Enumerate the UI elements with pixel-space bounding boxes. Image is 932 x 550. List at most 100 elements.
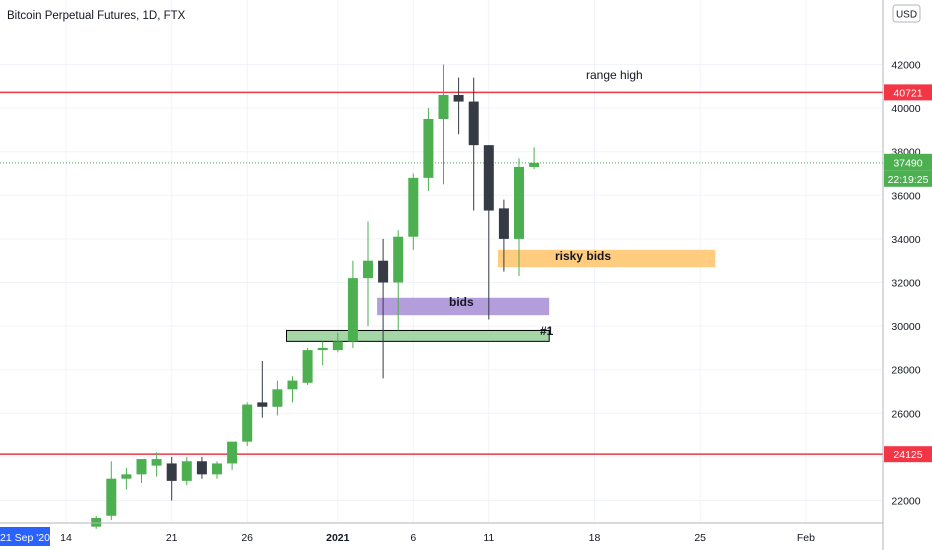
candle-down — [257, 360, 268, 418]
candle-body — [257, 402, 268, 407]
candle-body — [498, 208, 509, 239]
x-tick-label: 18 — [589, 532, 601, 544]
candle-up — [91, 515, 102, 529]
level-price-label: 24125 — [893, 449, 922, 461]
level-price-label: 40721 — [893, 87, 922, 99]
candle-body — [91, 517, 102, 527]
x-tick-label: 14 — [60, 532, 72, 544]
candle-up — [181, 456, 192, 486]
candle-up — [287, 376, 298, 403]
x-tick-label: 21 — [166, 532, 178, 544]
candle-body — [483, 145, 494, 211]
candle-body — [302, 350, 313, 383]
candle-body — [242, 404, 253, 442]
candle-body — [272, 389, 283, 407]
y-tick-label: 28000 — [891, 365, 920, 377]
candle-up — [212, 461, 222, 479]
candle-down — [196, 456, 207, 479]
candle-up — [529, 147, 540, 170]
range-high-label: range high — [586, 68, 643, 82]
candle-body — [347, 278, 358, 342]
candle-body — [181, 461, 192, 481]
candle-body — [529, 162, 540, 167]
candle-body — [196, 461, 207, 475]
candle-up — [227, 441, 238, 470]
risky-bids-label: risky bids — [555, 249, 611, 263]
candle-down — [166, 456, 177, 501]
y-tick-label: 26000 — [891, 408, 920, 420]
annotation-zones — [286, 249, 716, 342]
last-price-tag: 37490 22:19:25 — [884, 153, 932, 187]
y-tick-label: 36000 — [891, 190, 920, 202]
currency-button-label: USD — [896, 10, 917, 21]
candle-up — [242, 402, 253, 446]
candle-body — [514, 166, 524, 239]
candle-up — [438, 64, 449, 185]
start-date-tag: 21 Sep '20 — [0, 527, 50, 546]
y-tick-label: 22000 — [891, 496, 920, 508]
candle-up — [347, 260, 358, 348]
grid-lines — [0, 0, 883, 523]
y-tick-label: 34000 — [891, 234, 920, 246]
candles — [91, 64, 540, 529]
y-tick-label: 32000 — [891, 278, 920, 290]
candle-body — [151, 459, 162, 466]
horizontal-lines — [0, 91, 883, 455]
candle-up — [317, 341, 328, 366]
chart-title: Bitcoin Perpetual Futures, 1D, FTX — [7, 10, 186, 22]
bids-label: bids — [449, 295, 474, 309]
x-tick-label: 6 — [410, 532, 416, 544]
candle-body — [393, 236, 404, 283]
candle-up — [151, 452, 162, 477]
candle-body — [408, 177, 419, 237]
candle-body — [136, 459, 147, 475]
annotation-zone — [497, 249, 716, 268]
candle-body — [453, 95, 464, 102]
x-tick-label: Feb — [797, 532, 815, 544]
y-tick-label: 40000 — [891, 103, 920, 115]
candle-body — [423, 119, 434, 178]
candle-body — [332, 341, 343, 351]
last-price-value: 37490 — [893, 157, 922, 169]
start-date-label: 21 Sep '20 — [0, 532, 50, 544]
candle-up — [332, 332, 343, 353]
price-axis[interactable]: 2200024000260002800030000320003400036000… — [884, 60, 932, 508]
candle-body — [468, 101, 479, 146]
candle-body — [317, 347, 328, 351]
currency-button[interactable]: USD — [892, 4, 921, 23]
candle-up — [272, 380, 283, 416]
zone-1-label: #1 — [540, 324, 554, 338]
annotation-zone — [286, 329, 550, 342]
candle-down — [453, 77, 464, 135]
candle-body — [287, 380, 298, 390]
candle-body — [212, 463, 222, 475]
annotation-zone — [377, 297, 550, 316]
candle-body — [121, 474, 132, 479]
candle-down — [378, 238, 389, 379]
level-price-tag — [884, 84, 932, 101]
candle-down — [498, 199, 509, 272]
candle-up — [106, 461, 117, 521]
candle-up — [363, 221, 373, 327]
level-price-tag — [884, 446, 932, 463]
candle-body — [378, 260, 389, 283]
candle-body — [438, 95, 449, 119]
x-tick-label: 11 — [483, 532, 494, 544]
candle-down — [468, 77, 479, 211]
x-tick-label: 2021 — [326, 532, 350, 544]
y-tick-label: 42000 — [891, 60, 920, 72]
candle-up — [302, 347, 313, 385]
candle-body — [106, 478, 117, 516]
candle-up — [136, 459, 147, 484]
candle-up — [393, 230, 404, 331]
y-tick-label: 30000 — [891, 321, 920, 333]
x-tick-label: 26 — [241, 532, 253, 544]
candle-up — [423, 108, 434, 191]
x-tick-label: 25 — [694, 532, 706, 544]
time-axis[interactable]: 14 21 26 2021 6 11 18 25 Feb — [60, 532, 815, 544]
candle-up — [408, 173, 419, 250]
candle-body — [227, 441, 238, 464]
candle-up — [514, 158, 524, 276]
candle-body — [363, 260, 373, 279]
